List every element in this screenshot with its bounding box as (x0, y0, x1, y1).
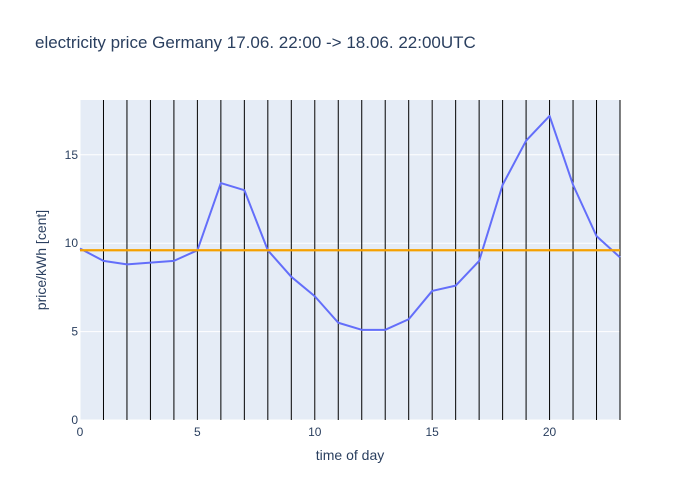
y-tick-label: 5 (71, 325, 78, 339)
price-series-line (79, 114, 621, 331)
x-tick-label: 15 (425, 425, 439, 439)
x-tick-label: 0 (77, 425, 84, 439)
chart-title: electricity price Germany 17.06. 22:00 -… (35, 33, 476, 52)
x-tick-label: 5 (194, 425, 201, 439)
y-tick-label: 15 (65, 148, 79, 162)
x-tick-label: 20 (543, 425, 557, 439)
y-axis-title: price/kWh [cent] (33, 210, 49, 310)
x-axis-title: time of day (316, 447, 384, 463)
series-group (79, 114, 621, 331)
x-axis-ticks: 0 5 10 15 20 (77, 425, 557, 439)
y-tick-label: 0 (71, 413, 78, 427)
y-tick-label: 10 (65, 236, 79, 250)
x-tick-label: 10 (308, 425, 322, 439)
plot-background (80, 100, 620, 420)
y-axis-ticks: 0 5 10 15 (65, 148, 79, 427)
